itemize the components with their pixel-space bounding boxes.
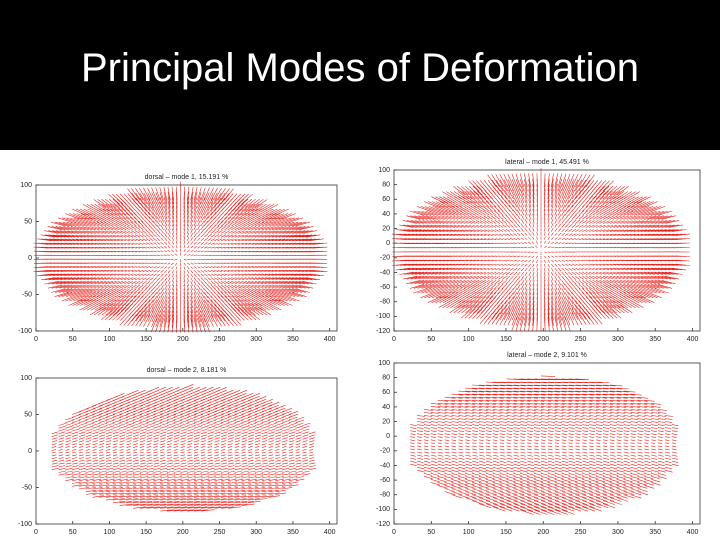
y-tick-label: 0 [28, 255, 32, 262]
plot-frame [393, 169, 701, 332]
x-tick-label: 150 [500, 336, 512, 343]
slide-title: Principal Modes of Deformation [80, 46, 640, 90]
vector-field [391, 167, 691, 332]
x-tick-label: 100 [104, 336, 116, 343]
x-tick-label: 350 [287, 336, 299, 343]
y-tick-label: -120 [376, 328, 390, 335]
x-tick-label: 350 [649, 529, 661, 536]
header: Principal Modes of Deformation [0, 0, 720, 150]
plot-title: lateral – mode 1, 45.491 % [505, 159, 589, 166]
x-tick-label: 300 [612, 529, 624, 536]
x-tick-label: 100 [463, 529, 475, 536]
plot: lateral – mode 2, 9.101 %0 50 100 150 200 250… [376, 352, 701, 536]
vector-field [410, 375, 679, 515]
x-tick-label: 250 [214, 529, 226, 536]
x-tick-label: 350 [287, 529, 299, 536]
y-tick-label: 50 [24, 411, 32, 418]
y-tick-label: -100 [18, 328, 32, 335]
y-tick-label: -80 [380, 299, 390, 306]
y-tick-label: 100 [20, 375, 32, 382]
y-tick-label: 60 [382, 389, 390, 396]
y-tick-label: -60 [380, 284, 390, 291]
y-tick-label: -80 [380, 492, 390, 499]
vector-field [33, 181, 328, 333]
x-tick-label: 100 [463, 336, 475, 343]
x-tick-label: 300 [250, 529, 262, 536]
x-tick-label: 250 [214, 336, 226, 343]
x-tick-label: 50 [69, 336, 77, 343]
plot-title: dorsal – mode 2, 8.181 % [147, 367, 227, 374]
y-tick-label: -100 [18, 521, 32, 528]
y-tick-label: 40 [382, 404, 390, 411]
y-tick-label: -20 [380, 255, 390, 262]
x-tick-label: 300 [250, 336, 262, 343]
y-tick-label: 80 [382, 374, 390, 381]
y-tick-label: -50 [22, 291, 32, 298]
y-tick-label: -100 [376, 313, 390, 320]
y-tick-label: -40 [380, 462, 390, 469]
y-tick-label: 0 [386, 433, 390, 440]
y-tick-label: -40 [380, 269, 390, 276]
y-tick-label: 0 [28, 448, 32, 455]
plot-title: dorsal – mode 1, 15.191 % [145, 174, 229, 181]
plot-frame [393, 362, 701, 525]
x-tick-label: 0 [34, 336, 38, 343]
y-tick-label: -120 [376, 521, 390, 528]
y-tick-label: -100 [376, 506, 390, 513]
y-tick-label: 80 [382, 181, 390, 188]
x-tick-label: 400 [324, 336, 336, 343]
x-tick-label: 150 [500, 529, 512, 536]
x-tick-label: 200 [177, 529, 189, 536]
y-tick-label: 20 [382, 418, 390, 425]
y-tick-label: 0 [386, 240, 390, 247]
y-tick-label: 100 [20, 182, 32, 189]
x-tick-label: 250 [575, 336, 587, 343]
y-tick-label: 40 [382, 211, 390, 218]
x-tick-label: 400 [687, 336, 699, 343]
x-tick-label: 200 [537, 529, 549, 536]
x-tick-label: 50 [69, 529, 77, 536]
y-tick-label: 100 [378, 167, 390, 174]
x-tick-label: 350 [649, 336, 661, 343]
y-tick-label: -60 [380, 477, 390, 484]
x-tick-label: 150 [140, 529, 152, 536]
x-tick-label: 250 [575, 529, 587, 536]
y-tick-label: 100 [378, 360, 390, 367]
x-tick-label: 0 [392, 336, 396, 343]
x-tick-label: 50 [427, 336, 435, 343]
plot-title: lateral – mode 2, 9.101 % [507, 352, 587, 359]
x-tick-label: 50 [427, 529, 435, 536]
x-tick-label: 400 [687, 529, 699, 536]
x-tick-label: 100 [104, 529, 116, 536]
x-tick-label: 0 [392, 529, 396, 536]
vector-field [51, 383, 317, 512]
y-tick-label: -50 [22, 484, 32, 491]
x-tick-label: 400 [324, 529, 336, 536]
x-tick-label: 200 [177, 336, 189, 343]
plot: dorsal – mode 1, 15.191 % 0 50 100 150 200 250… [18, 174, 338, 343]
y-tick-label: 50 [24, 218, 32, 225]
plot: dorsal – mode 2, 8.181 % 0 50 100 150 200 250 3… [18, 367, 338, 536]
plot: lateral – mode 1, 45.491 %0 50 100 150 200 25… [376, 159, 701, 343]
y-tick-label: 60 [382, 196, 390, 203]
y-tick-label: -20 [380, 448, 390, 455]
x-tick-label: 300 [612, 336, 624, 343]
x-tick-label: 0 [34, 529, 38, 536]
y-tick-label: 20 [382, 225, 390, 232]
x-tick-label: 200 [537, 336, 549, 343]
x-tick-label: 150 [140, 336, 152, 343]
